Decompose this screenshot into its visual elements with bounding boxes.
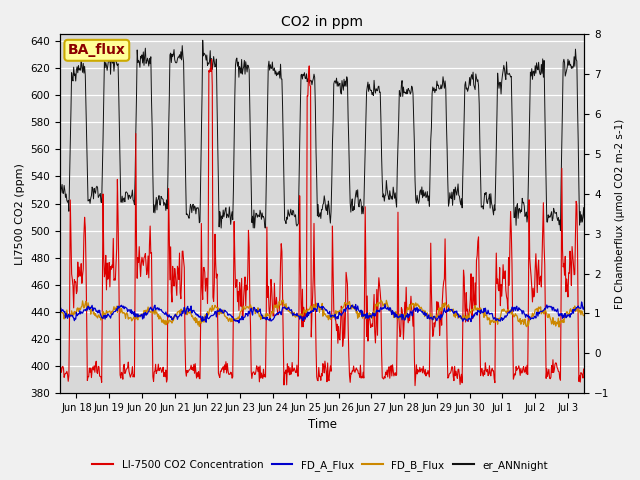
Y-axis label: LI7500 CO2 (ppm): LI7500 CO2 (ppm) (15, 163, 25, 264)
Y-axis label: FD Chamberflux (μmol CO2 m-2 s-1): FD Chamberflux (μmol CO2 m-2 s-1) (615, 119, 625, 309)
Legend: LI-7500 CO2 Concentration, FD_A_Flux, FD_B_Flux, er_ANNnight: LI-7500 CO2 Concentration, FD_A_Flux, FD… (88, 456, 552, 475)
Title: CO2 in ppm: CO2 in ppm (281, 15, 363, 29)
Text: BA_flux: BA_flux (68, 43, 126, 57)
X-axis label: Time: Time (308, 419, 337, 432)
